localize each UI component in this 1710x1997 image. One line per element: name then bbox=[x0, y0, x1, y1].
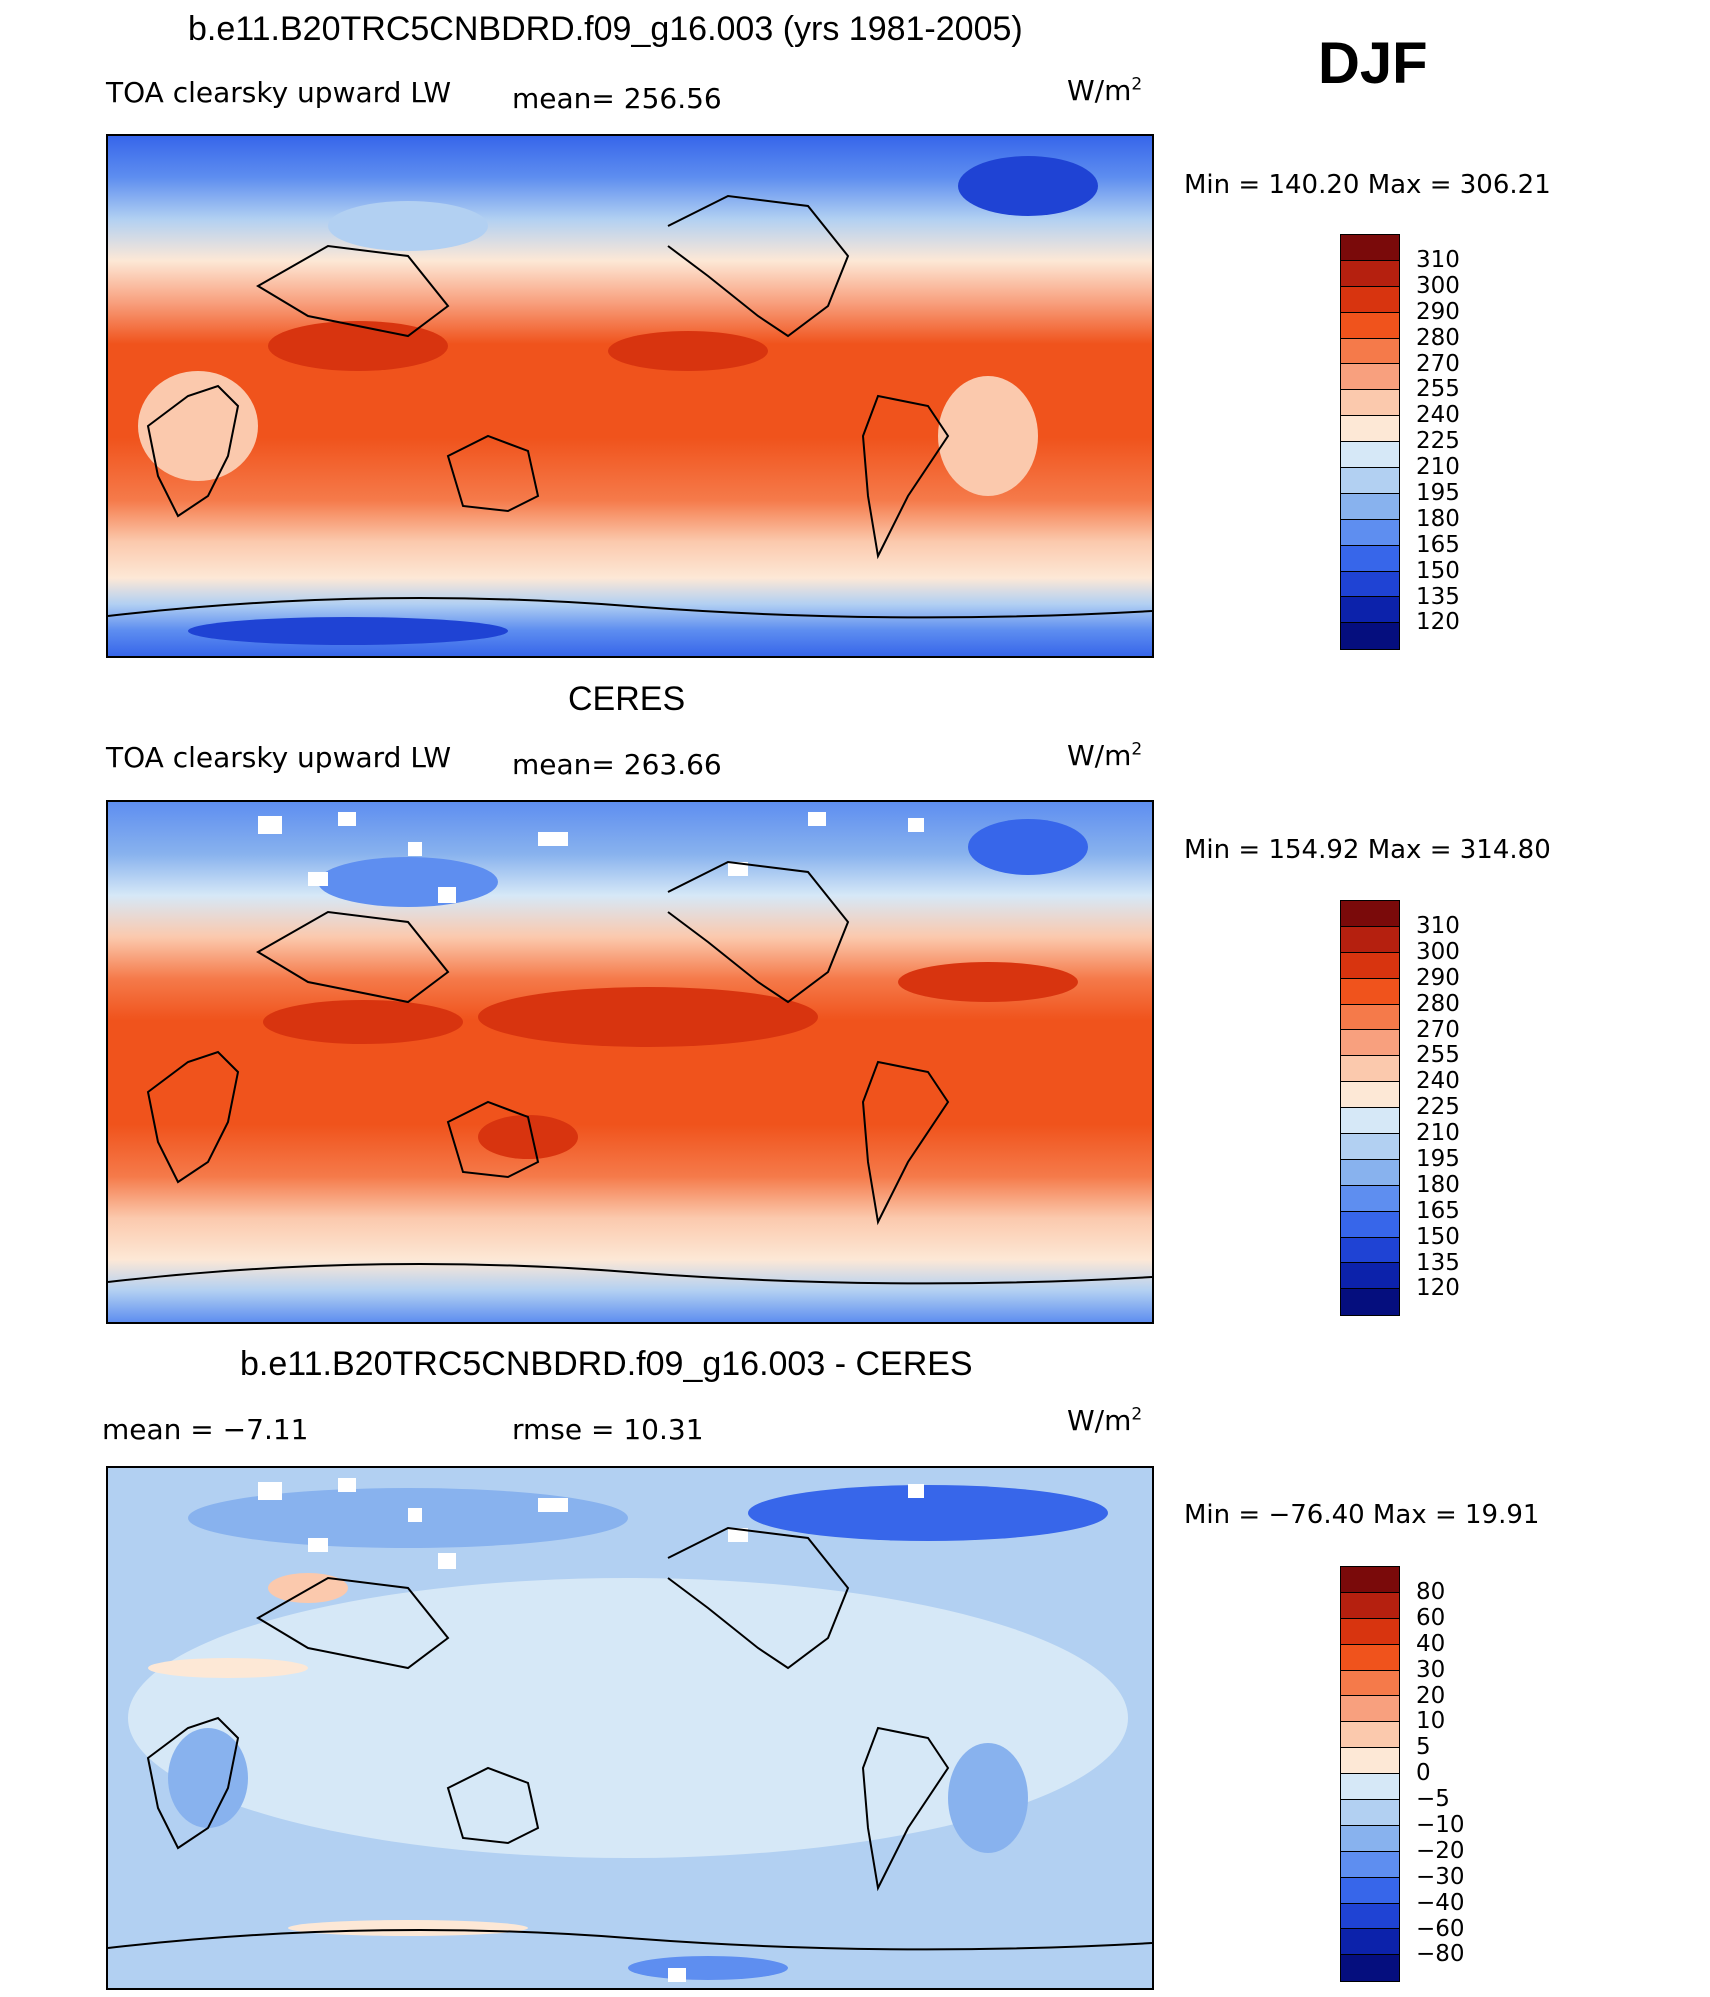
colorbar-label: 180 bbox=[1416, 1171, 1460, 1198]
colorbar-label: 30 bbox=[1416, 1656, 1446, 1683]
colorbar-label: −60 bbox=[1416, 1915, 1465, 1942]
colorbar-label: 195 bbox=[1416, 480, 1460, 507]
colorbar-label: 5 bbox=[1416, 1734, 1431, 1761]
panel-3-mean-label: mean = −7.11 bbox=[102, 1413, 309, 1446]
colorbar-label: 300 bbox=[1416, 938, 1460, 965]
panel-3-title: b.e11.B20TRC5CNBDRD.f09_g16.003 - CERES bbox=[240, 1345, 973, 1383]
panel-1-colorbar-labels: 310 300 290 280 270 255 240 225 210 195 180 165 150 1… bbox=[1416, 247, 1460, 636]
colorbar-label: 255 bbox=[1416, 376, 1460, 403]
colorbar-label: 310 bbox=[1416, 913, 1460, 939]
panel-3-units: W/m2 bbox=[1067, 1404, 1143, 1437]
colorbar-label: 270 bbox=[1416, 350, 1460, 377]
colorbar-label: 40 bbox=[1416, 1630, 1446, 1657]
panel-3-colorbar-labels: 80 60 40 30 20 10 5 0 −5 −10 −20 −30 −40 −60 −80 bbox=[1416, 1579, 1465, 1968]
colorbar-label: 150 bbox=[1416, 1223, 1460, 1250]
colorbar-label: 195 bbox=[1416, 1146, 1460, 1173]
colorbar-label: 210 bbox=[1416, 454, 1460, 481]
panel-2-units: W/m2 bbox=[1067, 739, 1143, 772]
colorbar-label: 120 bbox=[1416, 1275, 1460, 1302]
colorbar-label: 210 bbox=[1416, 1120, 1460, 1147]
colorbar-label: 135 bbox=[1416, 583, 1460, 610]
panel-1-colorbar-swatches bbox=[1340, 234, 1400, 651]
panel-3-colorbar: 80 60 40 30 20 10 5 0 −5 −10 −20 −30 −40 −60 −80 bbox=[1340, 1566, 1465, 1983]
colorbar-label: 240 bbox=[1416, 402, 1460, 429]
panel-1-title: b.e11.B20TRC5CNBDRD.f09_g16.003 (yrs 198… bbox=[188, 10, 1023, 48]
panel-1-units: W/m2 bbox=[1067, 74, 1143, 107]
panel-2-colorbar-swatches bbox=[1340, 900, 1400, 1317]
panel-2-map-svg bbox=[108, 802, 1152, 1322]
colorbar-label: 165 bbox=[1416, 1197, 1460, 1224]
colorbar-label: 165 bbox=[1416, 531, 1460, 558]
colorbar-label: 310 bbox=[1416, 247, 1460, 273]
colorbar-label: −20 bbox=[1416, 1837, 1465, 1864]
colorbar-label: −30 bbox=[1416, 1863, 1465, 1890]
panel-2-colorbar-labels: 310 300 290 280 270 255 240 225 210 195 180 165 150 1… bbox=[1416, 913, 1460, 1302]
colorbar-label: 280 bbox=[1416, 990, 1460, 1017]
colorbar-label: 180 bbox=[1416, 505, 1460, 532]
panel-3-map bbox=[106, 1466, 1154, 1990]
colorbar-label: 300 bbox=[1416, 272, 1460, 299]
panel-1-variable-label: TOA clearsky upward LW bbox=[106, 76, 452, 109]
colorbar-label: −5 bbox=[1416, 1786, 1450, 1813]
colorbar-label: 135 bbox=[1416, 1249, 1460, 1276]
colorbar-label: 290 bbox=[1416, 298, 1460, 325]
colorbar-label: −10 bbox=[1416, 1812, 1465, 1839]
panel-1-mean-label: mean= 256.56 bbox=[512, 82, 722, 115]
colorbar-label: 290 bbox=[1416, 964, 1460, 991]
panel-2-map bbox=[106, 800, 1154, 1324]
colorbar-label: 60 bbox=[1416, 1604, 1446, 1631]
panel-2-minmax: Min = 154.92 Max = 314.80 bbox=[1184, 835, 1551, 865]
season-label: DJF bbox=[1318, 31, 1428, 96]
panel-3-map-svg bbox=[108, 1468, 1152, 1988]
colorbar-label: 270 bbox=[1416, 1016, 1460, 1043]
colorbar-label: −40 bbox=[1416, 1889, 1465, 1916]
panel-3-minmax: Min = −76.40 Max = 19.91 bbox=[1184, 1500, 1540, 1530]
colorbar-label: −80 bbox=[1416, 1941, 1465, 1968]
colorbar-label: 225 bbox=[1416, 428, 1460, 455]
panel-1-map-svg bbox=[108, 136, 1152, 656]
panel-3-colorbar-swatches bbox=[1340, 1566, 1400, 1983]
colorbar-label: 240 bbox=[1416, 1068, 1460, 1095]
colorbar-label: 150 bbox=[1416, 557, 1460, 584]
panel-2-title: CERES bbox=[568, 680, 686, 718]
panel-3-rmse-label: rmse = 10.31 bbox=[512, 1413, 704, 1446]
colorbar-label: 10 bbox=[1416, 1708, 1446, 1735]
colorbar-label: 80 bbox=[1416, 1579, 1446, 1605]
colorbar-label: 120 bbox=[1416, 609, 1460, 636]
colorbar-label: 20 bbox=[1416, 1682, 1446, 1709]
colorbar-label: 0 bbox=[1416, 1760, 1431, 1787]
colorbar-label: 255 bbox=[1416, 1042, 1460, 1069]
panel-2-variable-label: TOA clearsky upward LW bbox=[106, 741, 452, 774]
panel-1-minmax: Min = 140.20 Max = 306.21 bbox=[1184, 170, 1551, 200]
colorbar-label: 225 bbox=[1416, 1094, 1460, 1121]
panel-2-mean-label: mean= 263.66 bbox=[512, 748, 722, 781]
panel-1-colorbar: 310 300 290 280 270 255 240 225 210 195 180 165 150 1… bbox=[1340, 234, 1460, 651]
colorbar-label: 280 bbox=[1416, 324, 1460, 351]
panel-1-map bbox=[106, 134, 1154, 658]
panel-2-colorbar: 310 300 290 280 270 255 240 225 210 195 180 165 150 1… bbox=[1340, 900, 1460, 1317]
